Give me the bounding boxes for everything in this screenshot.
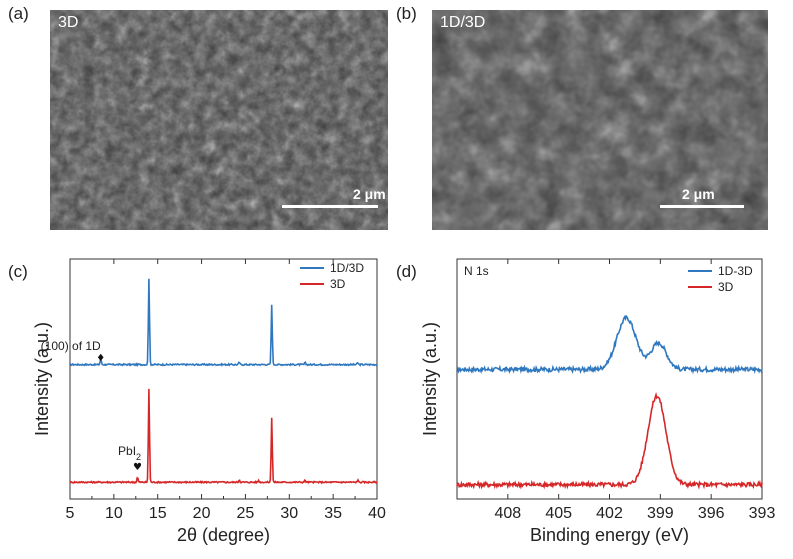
series-line-1d-3d — [456, 314, 763, 375]
x-tick-label: 402 — [596, 505, 623, 522]
sem-sample-label-3d: 3D — [58, 14, 79, 31]
scale-label-a: 2 μm — [353, 186, 386, 202]
xps-title-n1s: N 1s — [464, 264, 489, 278]
x-tick-label: 25 — [237, 505, 255, 522]
x-tick-label: 405 — [545, 505, 572, 522]
legend-label: 3D — [718, 280, 734, 294]
panel-c-letter: (c) — [8, 262, 28, 281]
x-tick-label: 40 — [368, 505, 386, 522]
sem-image-1d3d: 1D/3D 2 μm — [432, 10, 768, 230]
scale-label-b: 2 μm — [682, 186, 715, 202]
x-tick-label: 10 — [105, 505, 123, 522]
x-axis-label: 2θ (degree) — [177, 525, 270, 545]
panel-a-letter: (a) — [8, 4, 29, 23]
x-tick-label: 30 — [280, 505, 298, 522]
annotation-pbi2: PbI2 — [118, 444, 141, 462]
x-tick-label: 393 — [749, 505, 776, 522]
annotation-pbi2-subscript: 2 — [136, 452, 141, 462]
x-tick-label: 5 — [66, 505, 75, 522]
series-line-3d — [69, 388, 378, 485]
y-axis-label: Intensity (a.u.) — [32, 322, 52, 436]
annotation-diamond-marker: ♦ — [96, 353, 105, 364]
y-axis-label: Intensity (a.u.) — [420, 322, 440, 436]
x-tick-label: 399 — [647, 505, 674, 522]
legend-label: 1D-3D — [718, 264, 753, 278]
legend-label: 3D — [330, 277, 346, 291]
x-tick-label: 15 — [149, 505, 167, 522]
series-line-1d-3d — [70, 278, 378, 367]
sem-sample-label-1d3d: 1D/3D — [440, 14, 486, 31]
series-line-3d — [456, 391, 763, 490]
x-tick-label: 35 — [324, 505, 342, 522]
panel-b-letter: (b) — [396, 4, 417, 23]
legend-label: 1D/3D — [330, 261, 364, 275]
panel-d-letter: (d) — [396, 262, 417, 281]
x-tick-label: 20 — [193, 505, 211, 522]
sem-texture-b — [432, 10, 768, 230]
scale-bar-a — [282, 205, 378, 208]
annotation-100-of-1d: (100) of 1D — [41, 339, 101, 353]
plot-frame — [456, 258, 763, 500]
x-axis-label: Binding energy (eV) — [530, 525, 689, 545]
annotation-heart-marker: ♥ — [133, 462, 142, 473]
sem-texture-a — [50, 10, 388, 230]
x-tick-label: 408 — [494, 505, 521, 522]
x-tick-label: 396 — [698, 505, 725, 522]
sem-image-3d: 3D 2 μm — [50, 10, 388, 230]
scale-bar-b — [660, 205, 744, 208]
